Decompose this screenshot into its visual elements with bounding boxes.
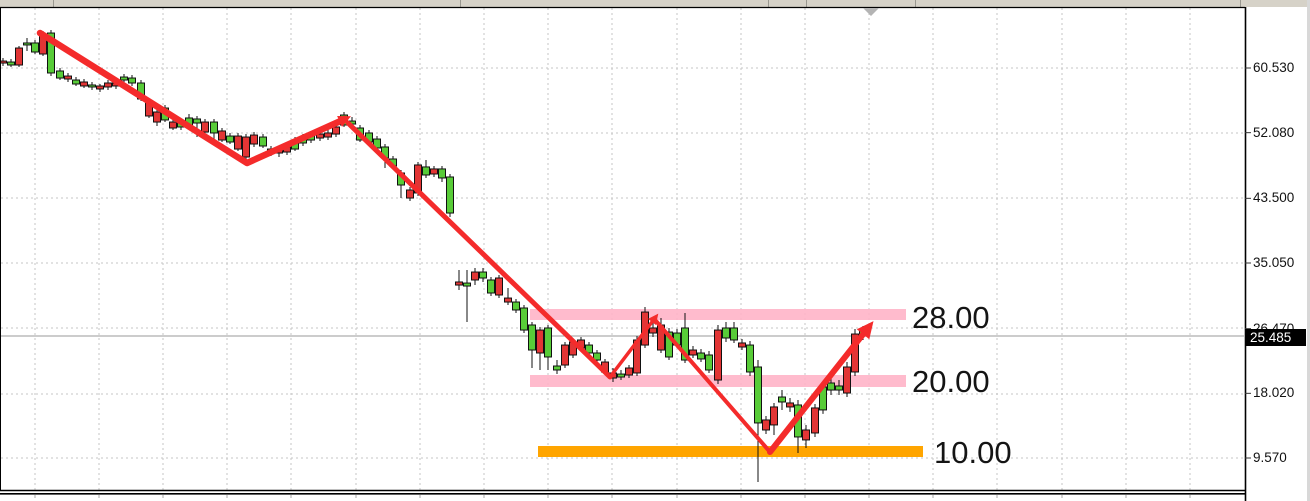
- price-axis-label: 9.570: [1253, 449, 1287, 465]
- price-axis-label: 43.500: [1253, 190, 1295, 206]
- price-axis-label: 18.020: [1253, 385, 1295, 401]
- grid-lines: [1, 8, 1244, 500]
- price-axis-label: 60.530: [1253, 60, 1295, 75]
- toolbar-separator: [768, 0, 769, 7]
- trend-arrows[interactable]: [36, 29, 874, 455]
- current-price-value: 25.485: [1250, 330, 1292, 345]
- toolbar-separator: [1240, 0, 1241, 7]
- price-axis-label: 52.080: [1253, 124, 1295, 140]
- toolbar-strip: [0, 0, 1310, 7]
- scroll-position-marker-icon[interactable]: [863, 8, 879, 16]
- toolbar-separator: [53, 0, 54, 7]
- toolbar-separator: [915, 0, 916, 7]
- current-price-tag: 25.485: [1245, 329, 1306, 346]
- level-band-28.00[interactable]: [530, 309, 906, 320]
- price-level-label-28.00[interactable]: 28.00: [912, 300, 990, 335]
- window-right-edge: [1307, 0, 1310, 501]
- toolbar-separator: [806, 0, 807, 7]
- price-level-label-10.00[interactable]: 10.00: [934, 435, 1012, 470]
- price-axis-label: 35.050: [1253, 254, 1295, 270]
- price-level-label-20.00[interactable]: 20.00: [912, 364, 990, 399]
- toolbar-separator: [460, 0, 461, 7]
- level-band-10.00[interactable]: [538, 446, 923, 457]
- chart-frame: [0, 6, 1251, 501]
